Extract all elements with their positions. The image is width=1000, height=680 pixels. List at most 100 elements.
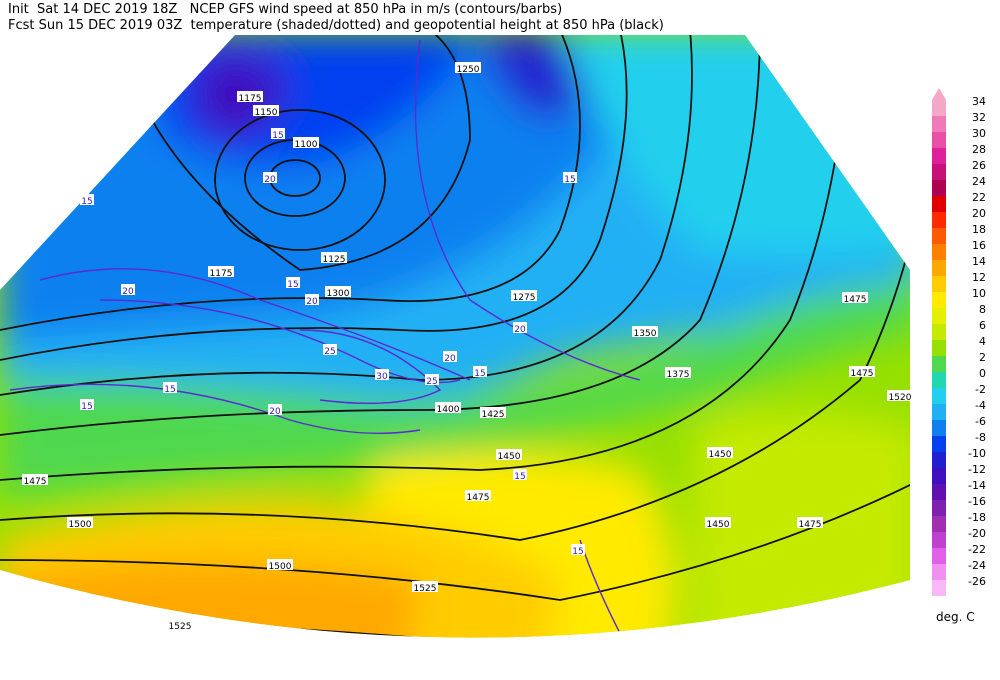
- wind-label-box: [263, 172, 277, 183]
- wind-label-box: [513, 322, 527, 333]
- contour-label-box: [632, 326, 658, 337]
- wind-label-box: [443, 351, 457, 362]
- contour-label: 1300: [327, 289, 350, 299]
- colorbar-label: 30: [972, 127, 986, 140]
- colorbar-swatch: [932, 100, 946, 116]
- wind-label: 20: [122, 287, 134, 297]
- wind-label: 20: [264, 175, 276, 185]
- colorbar-label: -16: [968, 495, 986, 508]
- contour-label: 1500: [269, 562, 292, 572]
- contour-label: 1475: [844, 295, 867, 305]
- contour-label-box: [849, 366, 875, 377]
- contour-label-box: [665, 367, 691, 378]
- contour-label: 1525: [169, 622, 192, 632]
- contour-label: 1450: [498, 452, 521, 462]
- contour-label: 1175: [210, 269, 233, 279]
- colorbar-label: -2: [975, 383, 986, 396]
- colorbar-swatch: [932, 484, 946, 500]
- colorbar-label: 16: [972, 239, 986, 252]
- contour-label-box: [208, 266, 234, 277]
- wind-label-box: [563, 172, 577, 183]
- temperature-field: [0, 35, 910, 638]
- wind-label-box: [286, 277, 300, 288]
- colorbar-label: 26: [972, 159, 986, 172]
- colorbar-swatch: [932, 420, 946, 436]
- contour-label-box: [435, 402, 461, 413]
- colorbar-label: -18: [968, 511, 986, 524]
- colorbar-swatch: [932, 388, 946, 404]
- contour-label-box: [887, 390, 913, 401]
- colorbar-label: 8: [979, 303, 986, 316]
- wind-label-box: [305, 294, 319, 305]
- colorbar-swatch: [932, 436, 946, 452]
- contour-label-box: [412, 581, 438, 592]
- colorbar-swatch: [932, 468, 946, 484]
- wind-label: 15: [81, 402, 92, 412]
- colorbar-swatch: [932, 532, 946, 548]
- colorbar-label: -8: [975, 431, 986, 444]
- wind-label-box: [121, 284, 135, 295]
- contour-label-box: [842, 292, 868, 303]
- wind-label: 20: [444, 354, 456, 364]
- contour-label: 1350: [634, 329, 657, 339]
- wind-label: 15: [572, 547, 583, 557]
- wind-label: 25: [324, 347, 335, 357]
- colorbar-swatch: [932, 308, 946, 324]
- wind-label: 15: [272, 131, 283, 141]
- contour-label-box: [321, 252, 347, 263]
- contour-label: 1475: [799, 520, 822, 530]
- contour-label-box: [465, 490, 491, 501]
- colorbar-label: -26: [968, 575, 986, 588]
- colorbar-swatch: [932, 404, 946, 420]
- colorbar-swatch: [932, 564, 946, 580]
- wind-label: 15: [514, 472, 525, 482]
- wind-label: 15: [81, 197, 92, 207]
- contour-label-box: [22, 474, 48, 485]
- colorbar-swatch: [932, 148, 946, 164]
- colorbar-label: -10: [968, 447, 986, 460]
- contour-label: 1475: [467, 493, 490, 503]
- contour-label: 1125: [323, 255, 346, 265]
- wind-label: 25: [426, 377, 437, 387]
- contour-label: 1375: [667, 370, 690, 380]
- wind-label-box: [425, 374, 439, 385]
- contour-label-box: [293, 137, 319, 148]
- colorbar-label: 0: [979, 367, 986, 380]
- wind-label-box: [473, 366, 487, 377]
- wind-label-box: [268, 404, 282, 415]
- wind-label: 20: [306, 297, 318, 307]
- colorbar-label: 24: [972, 175, 986, 188]
- contour-label: 1450: [707, 520, 730, 530]
- contour-label-box: [325, 286, 351, 297]
- contour-label: 1150: [255, 108, 278, 118]
- contour-label: 1275: [513, 293, 536, 303]
- colorbar-swatch: [932, 356, 946, 372]
- colorbar-label: -6: [975, 415, 986, 428]
- contour-label-box: [511, 290, 537, 301]
- wind-label: 20: [514, 325, 526, 335]
- colorbar-label: 18: [972, 223, 986, 236]
- wind-label: 20: [269, 407, 281, 417]
- contour-label: 1100: [295, 140, 318, 150]
- wind-label: 30: [376, 372, 388, 382]
- contour-label: 1250: [457, 65, 480, 75]
- contour-label-box: [237, 91, 263, 102]
- contour-label: 1450: [709, 450, 732, 460]
- colorbar-label: 4: [979, 335, 986, 348]
- colorbar-label: -12: [968, 463, 986, 476]
- contour-label-box: [496, 449, 522, 460]
- colorbar-swatch: [932, 212, 946, 228]
- header-line: Init Sat 14 DEC 2019 18Z NCEP GFS wind s…: [8, 2, 563, 17]
- colorbar-unit: deg. C: [936, 610, 975, 624]
- wind-label: 15: [164, 385, 175, 395]
- contour-label: 1520: [889, 393, 912, 403]
- wind-label-box: [80, 399, 94, 410]
- contour-label: 1475: [851, 369, 874, 379]
- colorbar-label: 22: [972, 191, 986, 204]
- contour-label: 1400: [437, 405, 460, 415]
- colorbar-swatch: [932, 132, 946, 148]
- colorbar-swatch: [932, 292, 946, 308]
- colorbar-label: 20: [972, 207, 986, 220]
